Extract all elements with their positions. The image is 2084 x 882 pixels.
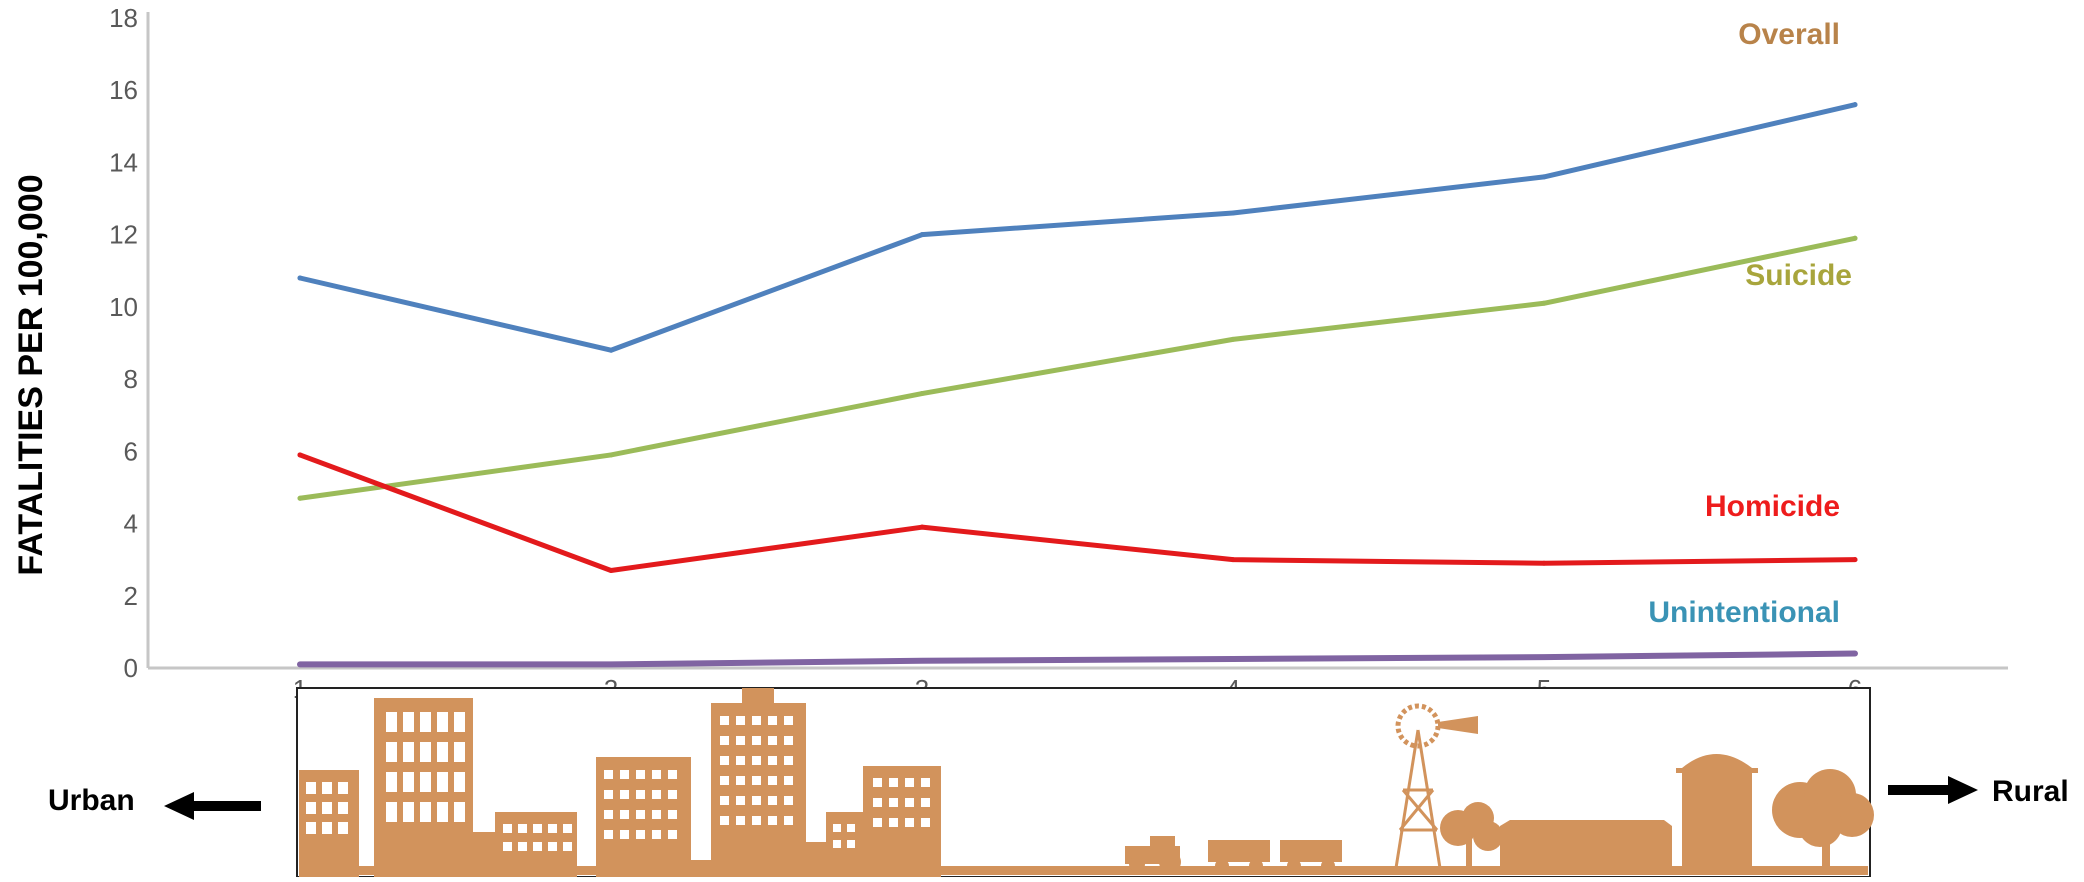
- data-point: [1852, 557, 1858, 563]
- tree-icon: [1440, 802, 1503, 868]
- data-point: [1852, 651, 1858, 657]
- series-line-homicide: [297, 452, 1858, 573]
- series-labels: Overall Suicide Homicide Unintentional: [1648, 18, 1852, 629]
- data-point: [297, 661, 303, 667]
- urban-indicator: Urban: [48, 784, 261, 820]
- data-point: [1852, 102, 1858, 108]
- data-point: [297, 275, 303, 281]
- y-tick-labels: 0 2 4 6 8 10 12 14 16 18: [109, 3, 138, 683]
- series-label-homicide: Homicide: [1705, 490, 1840, 523]
- y-axis-title: FATALITIES PER 100,000: [12, 174, 50, 575]
- data-point: [1230, 336, 1236, 342]
- y-tick-label: 2: [124, 581, 138, 611]
- y-tick-label: 8: [124, 364, 138, 394]
- series-label-suicide: Suicide: [1745, 259, 1852, 292]
- data-point: [1230, 656, 1236, 662]
- data-point: [608, 661, 614, 667]
- data-point: [919, 232, 925, 238]
- data-point: [1230, 210, 1236, 216]
- series-label-unintentional: Unintentional: [1648, 596, 1840, 629]
- data-point: [1541, 174, 1547, 180]
- y-tick-label: 10: [109, 292, 138, 322]
- y-tick-label: 16: [109, 75, 138, 105]
- data-point: [608, 452, 614, 458]
- data-point: [1541, 300, 1547, 306]
- data-point: [297, 452, 303, 458]
- data-point: [919, 391, 925, 397]
- large-tree-icon: [1772, 769, 1874, 870]
- y-tick-label: 6: [124, 436, 138, 466]
- data-point: [1541, 560, 1547, 566]
- data-point: [919, 524, 925, 530]
- windmill-icon: [1394, 703, 1478, 869]
- y-tick-label: 4: [124, 509, 138, 539]
- data-point: [1541, 654, 1547, 660]
- data-point: [297, 495, 303, 501]
- ground-strip: [299, 866, 1868, 875]
- urban-rural-illustration: [296, 687, 1874, 878]
- series-label-overall: Overall: [1738, 18, 1840, 51]
- data-point: [919, 658, 925, 664]
- data-point: [1852, 235, 1858, 241]
- tractor-icon: [1125, 836, 1342, 873]
- barn-icon: [1500, 820, 1672, 868]
- series-line-unintentional: [297, 650, 1858, 668]
- left-arrow-icon: [164, 792, 261, 820]
- series-lines: [297, 102, 1858, 668]
- data-point: [1230, 557, 1236, 563]
- silo-icon: [1676, 754, 1758, 868]
- rural-label: Rural: [1992, 775, 2069, 808]
- y-tick-label: 0: [124, 653, 138, 683]
- urban-label: Urban: [48, 784, 135, 817]
- series-line-overall: [297, 102, 1858, 353]
- building-windows: [306, 712, 930, 851]
- data-point: [608, 568, 614, 573]
- right-arrow-icon: [1888, 776, 1978, 804]
- y-tick-label: 18: [109, 3, 138, 33]
- rural-indicator: Rural: [1888, 775, 2069, 808]
- farm-scene: [1125, 703, 1874, 873]
- y-tick-label: 12: [109, 220, 138, 250]
- data-point: [608, 347, 614, 353]
- series-line-suicide: [297, 235, 1858, 501]
- y-tick-label: 14: [109, 147, 138, 177]
- chart-axes: [146, 12, 2008, 670]
